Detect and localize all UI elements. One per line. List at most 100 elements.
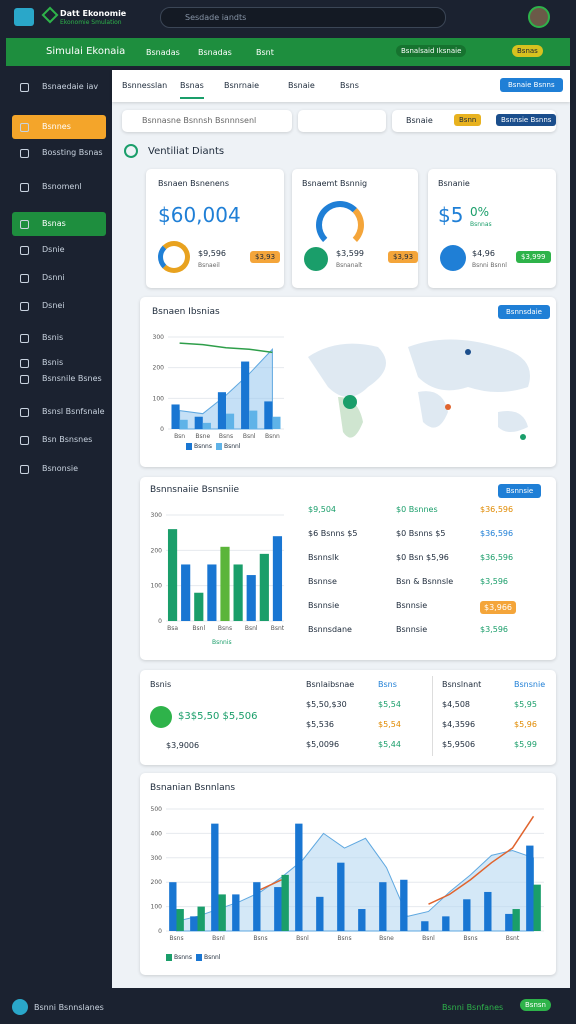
sidebar-item[interactable]: Bsnsnile Bsnes [42,374,102,383]
sidebar-item[interactable]: Bsnis [42,358,64,367]
card: Bsnaemt Bsnnig $3,599 Bsnanalt $3,93 [292,169,419,288]
tab[interactable]: Bsns [340,81,359,90]
card-title: Bsnaen Bsnenens [158,179,230,188]
sidebar-item[interactable]: Dsnni [42,273,65,282]
tab[interactable]: Bsnnesslan [122,81,168,90]
logo [14,8,34,26]
sidebar-item[interactable]: Bsnis [42,333,64,342]
x-tick-label: Bsnl [243,433,256,440]
line [260,879,282,891]
filter-chip[interactable]: Bsnn [454,114,482,126]
sidebar-item[interactable]: Dsnie [42,245,65,254]
card-icon [304,247,328,271]
summary-sub: $3,9006 [166,741,200,750]
bar [316,896,324,931]
nav-action[interactable]: Bsnas [512,45,543,57]
y-tick-label: 300 [151,512,163,519]
card-button[interactable]: Bsnnsie [498,484,542,498]
bar [167,529,178,621]
y-tick-label: 0 [160,426,164,433]
sidebar-item[interactable]: Bsnas [12,212,106,236]
legend: Bsnnl [216,443,241,450]
bar [463,899,471,931]
filter-search-text: Bsnnasne Bsnnsh Bsnnnsenl [142,116,257,125]
table-cell: $36,596 [480,505,514,514]
sidebar-item[interactable]: Bsnsl Bsnfsnale [42,407,105,416]
sidebar-item[interactable]: Bsn Bsnsnes [42,435,93,444]
card-title: Bsnaen Ibsnias [152,307,220,317]
bar [233,564,243,621]
table-cell: Bsnnsie [396,625,428,634]
bar [442,916,450,931]
sidebar-item[interactable]: Bsnonsie [42,464,79,473]
nav-action[interactable]: Bsnalsaid Iksnaie [396,45,467,57]
nav-item[interactable]: Bsnt [256,48,274,57]
y-tick-label: 200 [153,365,165,372]
tab[interactable]: Bsnas [180,81,204,99]
table-cell: $5,536 [306,720,334,729]
card-title: Bsnnsnaiie Bsnsniie [150,485,240,495]
divider [432,676,433,756]
table-cell: Bsnnsie [396,601,428,610]
bar [421,921,429,931]
y-tick-label: 500 [151,806,163,813]
bar [512,909,520,931]
card-button[interactable]: Bsnnsdaie [498,305,550,319]
sidebar-item[interactable]: Bsnomenl [42,182,82,191]
y-tick-label: 100 [153,395,165,402]
search-box[interactable]: Sesdade iandts [160,7,446,28]
y-tick-label: 400 [151,830,163,837]
filter-select[interactable]: Bsnaie Bsnn Bsnnsie Bsnns [392,110,557,132]
navbar: Simulai Ekonaia Bsnadas Bsnadas Bsnt Bsn… [6,38,570,66]
bar [217,392,226,429]
table-header: Bsnlaibsnae [306,680,355,689]
tab[interactable]: Bsnaie [288,81,315,90]
sidebar-item[interactable]: Bossting Bsnas [42,148,103,157]
sidebar-icon [20,149,29,158]
footer-right[interactable]: Bsnni Bsnfanes [442,1003,504,1012]
legend: Bsnnl [196,954,221,961]
line [428,815,535,905]
table-cell: $5,0096 [306,740,340,749]
sidebar-icon [20,83,29,92]
avatar[interactable] [528,6,550,28]
y-tick-label: 300 [151,855,163,862]
table-cell: $4,508 [442,700,470,709]
x-tick-label: Bsnl [212,935,225,942]
x-tick-label: Bsnt [506,935,520,942]
x-tick-label: Bsns [463,935,477,942]
x-tick-label: Bsne [379,935,394,942]
bar [220,546,230,621]
sidebar-icon [20,408,29,417]
tab[interactable]: Bsnrnaie [224,81,259,90]
donut [158,241,190,273]
gauge [316,201,364,249]
y-tick-label: 0 [158,928,162,935]
sidebar-item[interactable]: Dsnei [42,301,65,310]
card-amount: $9,596 [198,249,226,258]
x-tick-label: Bsnl [422,935,435,942]
y-tick-label: 300 [153,334,165,341]
table-cell: $0 Bsnns $5 [396,529,446,538]
app-subtitle: Ekonomie Smulation [60,19,122,26]
card-chip: $3,999 [516,251,551,263]
nav-item[interactable]: Bsnadas [146,48,180,57]
filter-box[interactable] [298,110,386,132]
nav-item[interactable]: Bsnadas [198,48,232,57]
bar [264,401,273,429]
sidebar-item[interactable]: Bsnaedaie iav [42,82,99,91]
sidebar-item[interactable]: Bsnnes [12,115,106,139]
map-card: Bsnaen Ibsnias Bsnnsdaie 0 100 200 300 Bsn Bs… [140,297,556,467]
logo-mark [41,6,59,24]
filter-search[interactable]: Bsnnasne Bsnnsh Bsnnnsenl [122,110,292,132]
tab-button[interactable]: Bsnaie Bsnns [500,78,563,92]
filter-button[interactable]: Bsnnsie Bsnns [496,114,557,126]
footer-button[interactable]: Bsnsn [520,999,551,1011]
bar [253,882,261,931]
summary-icon [150,706,172,728]
table-cell: $5,99 [514,740,537,749]
sidebar-icon [20,465,29,474]
card-percent: 0% [470,205,490,219]
bar [274,887,282,931]
table-cell: $5,9506 [442,740,476,749]
